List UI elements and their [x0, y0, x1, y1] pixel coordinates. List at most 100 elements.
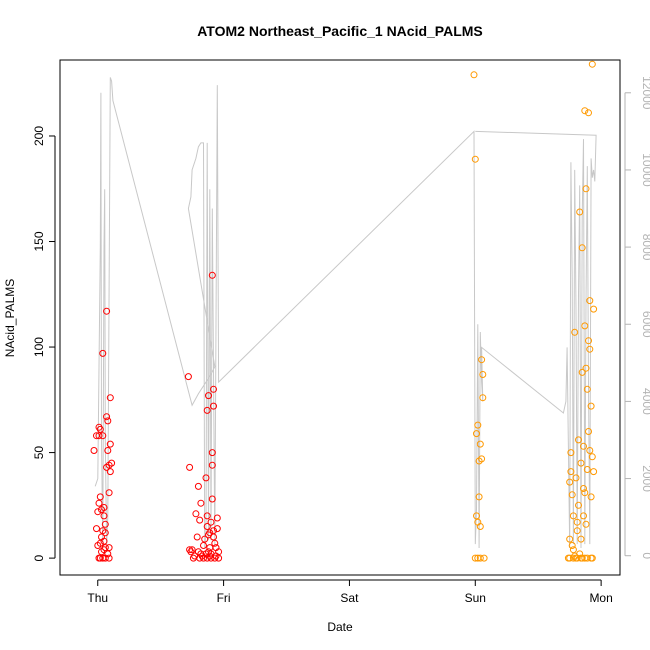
- y2-tick-label: 4000: [640, 388, 650, 415]
- data-point: [100, 537, 108, 545]
- data-point: [580, 442, 587, 450]
- altitude-line: [94, 77, 597, 549]
- data-point: [208, 495, 216, 503]
- data-point: [583, 385, 591, 393]
- data-point: [471, 554, 479, 562]
- x-axis-label: Date: [327, 620, 353, 634]
- data-point: [213, 514, 221, 522]
- data-point: [101, 544, 109, 552]
- data-point: [587, 493, 595, 501]
- data-point: [96, 493, 104, 501]
- data-point: [203, 406, 211, 414]
- data-point: [197, 499, 205, 507]
- data-point: [567, 468, 575, 476]
- data-point: [208, 449, 216, 457]
- data-point: [194, 482, 202, 490]
- data-point: [208, 461, 216, 469]
- data-point: [105, 489, 113, 497]
- x-tick-label: Sun: [465, 591, 486, 605]
- data-point: [205, 392, 212, 400]
- data-point: [573, 527, 581, 535]
- data-point: [93, 525, 100, 533]
- data-point: [186, 463, 194, 471]
- data-point: [566, 535, 574, 543]
- data-point: [196, 516, 204, 524]
- data-point: [100, 504, 108, 511]
- data-point: [108, 459, 116, 467]
- y2-tick-label: 12000: [640, 76, 650, 110]
- altitude-line-path: [94, 77, 597, 549]
- data-point: [568, 542, 576, 549]
- data-point: [479, 394, 487, 402]
- data-point: [572, 474, 580, 482]
- data-point: [210, 527, 217, 535]
- data-point: [582, 185, 590, 193]
- x-tick-label: Thu: [87, 591, 108, 605]
- data-point: [211, 539, 219, 547]
- data-point: [575, 436, 582, 444]
- data-point: [588, 60, 596, 68]
- y-tick-label: 50: [32, 446, 46, 460]
- data-point: [104, 447, 112, 454]
- data-point: [568, 491, 576, 499]
- data-point: [99, 432, 107, 440]
- x-tick-label: Sat: [340, 591, 359, 605]
- y2-tick-label: 8000: [640, 234, 650, 261]
- y2-tick-label: 6000: [640, 311, 650, 338]
- data-point: [569, 546, 577, 554]
- y-axis-left: 0 50 100 150 200: [32, 126, 56, 561]
- data-point: [590, 468, 598, 476]
- data-point: [478, 356, 486, 364]
- data-point: [471, 155, 479, 163]
- data-point: [575, 501, 582, 509]
- y-axis-label: NAcid_PALMS: [3, 279, 17, 357]
- plot-frame: [59, 59, 621, 576]
- y-tick-label: 100: [32, 337, 46, 357]
- data-point: [208, 271, 216, 279]
- data-point: [193, 533, 201, 541]
- data-point: [215, 548, 223, 556]
- data-point: [585, 109, 592, 117]
- data-point: [103, 307, 111, 315]
- data-point: [576, 208, 584, 216]
- data-point: [103, 413, 111, 421]
- data-point: [213, 525, 221, 533]
- data-point: [578, 368, 586, 376]
- data-point: [95, 432, 103, 440]
- data-point: [590, 305, 598, 313]
- data-point: [582, 520, 590, 528]
- data-point: [580, 512, 587, 520]
- data-point: [100, 512, 108, 520]
- data-point: [587, 402, 595, 410]
- data-point: [476, 554, 484, 562]
- data-point: [206, 544, 214, 552]
- data-point: [588, 453, 596, 461]
- data-point: [96, 425, 104, 433]
- data-point: [473, 430, 480, 438]
- x-axis: Thu Fri Sat Sun Mon: [87, 579, 613, 605]
- data-point: [569, 512, 577, 520]
- data-point: [577, 535, 585, 543]
- data-point: [583, 466, 591, 473]
- data-point: [203, 523, 211, 530]
- data-point: [106, 468, 114, 476]
- data-point: [586, 447, 594, 454]
- data-point: [578, 244, 586, 252]
- x-tick-label: Fri: [217, 591, 231, 605]
- data-point: [96, 554, 104, 562]
- y-tick-label: 150: [32, 231, 46, 251]
- data-point: [96, 539, 104, 547]
- data-point: [586, 345, 594, 353]
- y-tick-label: 200: [32, 126, 46, 146]
- y2-tick-label: 0: [640, 552, 650, 559]
- data-point: [573, 518, 581, 526]
- data-point: [577, 459, 585, 467]
- data-point: [578, 554, 586, 562]
- data-point: [99, 349, 107, 357]
- data-point: [474, 421, 482, 429]
- data-point: [210, 385, 217, 393]
- data-point: [585, 337, 592, 345]
- data-point: [470, 71, 478, 79]
- data-point: [210, 402, 217, 410]
- data-point: [476, 523, 484, 530]
